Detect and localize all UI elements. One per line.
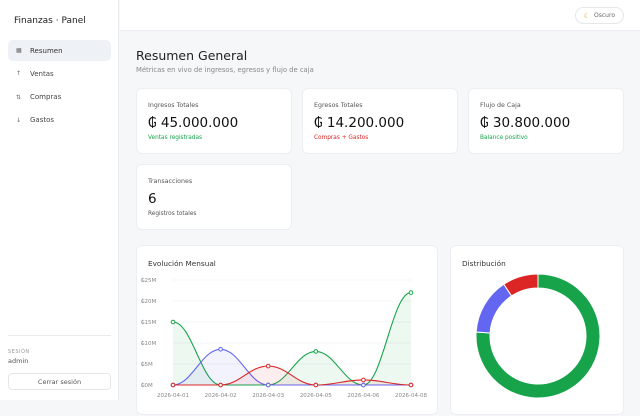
kpi-value: ₲ 45.000.000 <box>148 115 239 131</box>
chart-title: Evolución Mensual <box>148 259 216 268</box>
series-area <box>173 292 411 385</box>
chart-title: Distribución <box>462 259 506 268</box>
session-label: SESIÓN <box>8 349 30 355</box>
line-chart: ₲0M ₲5M ₲10M ₲15M ₲20M ₲25M 2026-04-01 2026-04-… <box>141 277 427 399</box>
kpi-note: Balance positivo <box>480 135 528 141</box>
logout-button[interactable]: Cerrar sesión <box>8 373 111 390</box>
kpi-card-transacciones: Transacciones 6 Registros totales <box>136 164 292 230</box>
kpi-value: ₲ 30.800.000 <box>480 115 571 131</box>
x-tick-label: 2026-04-05 <box>300 393 332 399</box>
arrow-down-icon: ↓ <box>16 116 22 124</box>
sidebar-item-compras[interactable]: ⇅ Compras <box>8 87 111 108</box>
data-point <box>218 382 223 388</box>
sidebar-item-resumen[interactable]: ▦ Resumen <box>8 40 111 61</box>
sidebar: Finanzas · Panel ▦ Resumen ↑ Ventas ⇅ Compr… <box>0 0 119 400</box>
y-tick-label: ₲5M <box>141 361 153 368</box>
moon-icon: ☾ <box>583 11 591 20</box>
data-point <box>361 377 366 383</box>
series-line <box>173 365 412 386</box>
x-tick-label: 2026-04-08 <box>395 393 427 399</box>
y-tick-label: ₲15M <box>141 319 156 326</box>
data-point <box>313 382 319 388</box>
data-point <box>265 363 271 369</box>
kpi-note: Ventas registradas <box>148 135 203 141</box>
arrow-up-icon: ↑ <box>16 70 22 78</box>
kpi-value: 6 <box>148 191 157 207</box>
theme-toggle-button[interactable]: ☾ Oscuro <box>574 7 624 24</box>
data-point <box>361 382 366 388</box>
kpi-value: ₲ 14.200.000 <box>314 115 405 131</box>
x-tick-label: 2026-04-02 <box>205 393 237 399</box>
sidebar-item-gastos[interactable]: ↓ Gastos <box>8 110 111 131</box>
topbar: ☾ Oscuro <box>120 0 640 31</box>
donut-slice <box>503 273 539 297</box>
data-point <box>265 382 271 388</box>
data-point <box>408 382 414 388</box>
data-point <box>170 382 176 388</box>
x-tick-label: 2026-04-03 <box>252 393 284 399</box>
y-tick-label: ₲20M <box>141 298 156 305</box>
theme-label: Oscuro <box>594 12 615 19</box>
kpi-note: Registros totales <box>148 211 197 217</box>
sidebar-item-label: Gastos <box>30 116 55 125</box>
y-tick-label: ₲10M <box>141 340 156 347</box>
kpi-label: Egresos Totales <box>314 102 363 109</box>
donut-chart <box>475 273 601 399</box>
data-point <box>408 290 414 295</box>
line-chart-card: Evolución Mensual ₲0M ₲5M ₲10M ₲15M ₲20M ₲25M… <box>136 245 438 415</box>
sidebar-item-label: Resumen <box>30 46 63 55</box>
kpi-card-flujo: Flujo de Caja ₲ 30.800.000 Balance posit… <box>468 88 624 154</box>
sidebar-item-ventas[interactable]: ↑ Ventas <box>8 63 111 84</box>
data-point <box>218 347 223 352</box>
kpi-label: Ingresos Totales <box>148 102 199 109</box>
page-subtitle: Métricas en vivo de ingresos, egresos y … <box>136 66 314 74</box>
donut-slice <box>475 283 513 334</box>
data-point <box>170 319 176 325</box>
series-line <box>172 292 412 386</box>
donut-chart-card: Distribución <box>450 245 624 415</box>
y-tick-label: ₲25M <box>141 277 156 284</box>
session-panel: SESIÓN admin Cerrar sesión <box>8 335 111 390</box>
x-tick-label: 2026-04-06 <box>347 393 379 399</box>
kpi-card-egresos: Egresos Totales ₲ 14.200.000 Compras + G… <box>302 88 458 154</box>
kpi-card-ingresos: Ingresos Totales ₲ 45.000.000 Ventas reg… <box>136 88 292 154</box>
app-brand: Finanzas · Panel <box>14 16 86 26</box>
session-user: admin <box>8 357 29 365</box>
sidebar-item-label: Ventas <box>30 69 54 78</box>
donut-slice <box>475 273 601 399</box>
sidebar-nav: ▦ Resumen ↑ Ventas ⇅ Compras ↓ Gastos <box>8 40 111 133</box>
series-area <box>173 349 411 385</box>
kpi-note: Compras + Gastos <box>314 135 369 141</box>
y-tick-label: ₲0M <box>141 382 153 389</box>
swap-icon: ⇅ <box>16 93 22 101</box>
data-point <box>313 349 319 354</box>
kpi-label: Flujo de Caja <box>480 102 521 109</box>
grid-icon: ▦ <box>16 47 22 54</box>
page-title: Resumen General <box>136 48 248 63</box>
kpi-label: Transacciones <box>148 178 193 185</box>
sidebar-item-label: Compras <box>30 93 62 102</box>
x-tick-label: 2026-04-01 <box>157 393 189 399</box>
